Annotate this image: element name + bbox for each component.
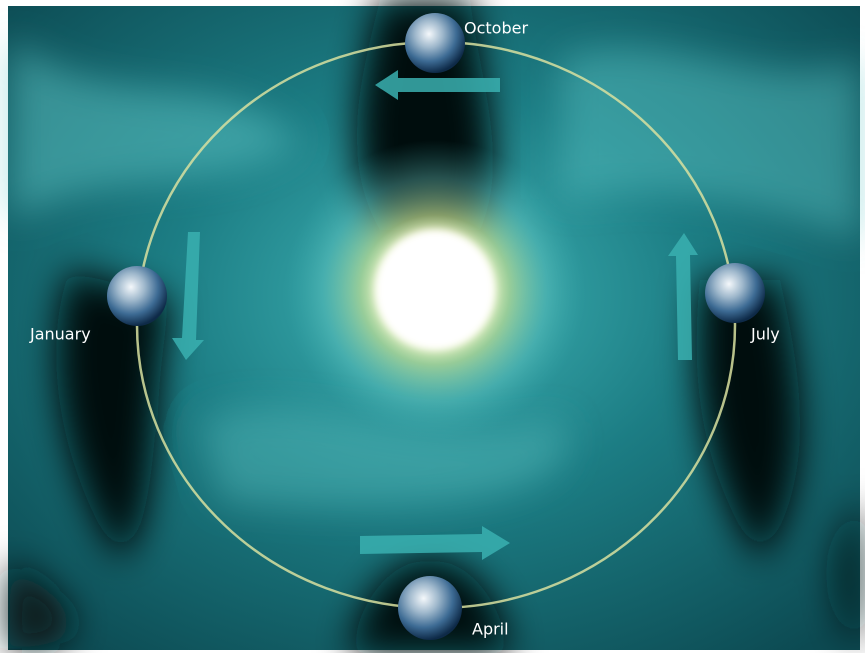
earth bbox=[398, 576, 462, 640]
earth bbox=[107, 266, 167, 326]
month-label: July bbox=[750, 325, 780, 344]
earths bbox=[107, 13, 765, 640]
arrow-right bbox=[360, 526, 510, 560]
sun bbox=[375, 230, 495, 350]
arrow-down bbox=[172, 232, 204, 360]
month-label: October bbox=[464, 19, 528, 38]
month-label: January bbox=[29, 325, 91, 344]
earth bbox=[705, 263, 765, 323]
earth bbox=[405, 13, 465, 73]
arrow-left bbox=[375, 70, 500, 100]
arrow-up bbox=[668, 233, 698, 360]
arrows bbox=[172, 70, 698, 560]
month-label: April bbox=[472, 620, 509, 639]
